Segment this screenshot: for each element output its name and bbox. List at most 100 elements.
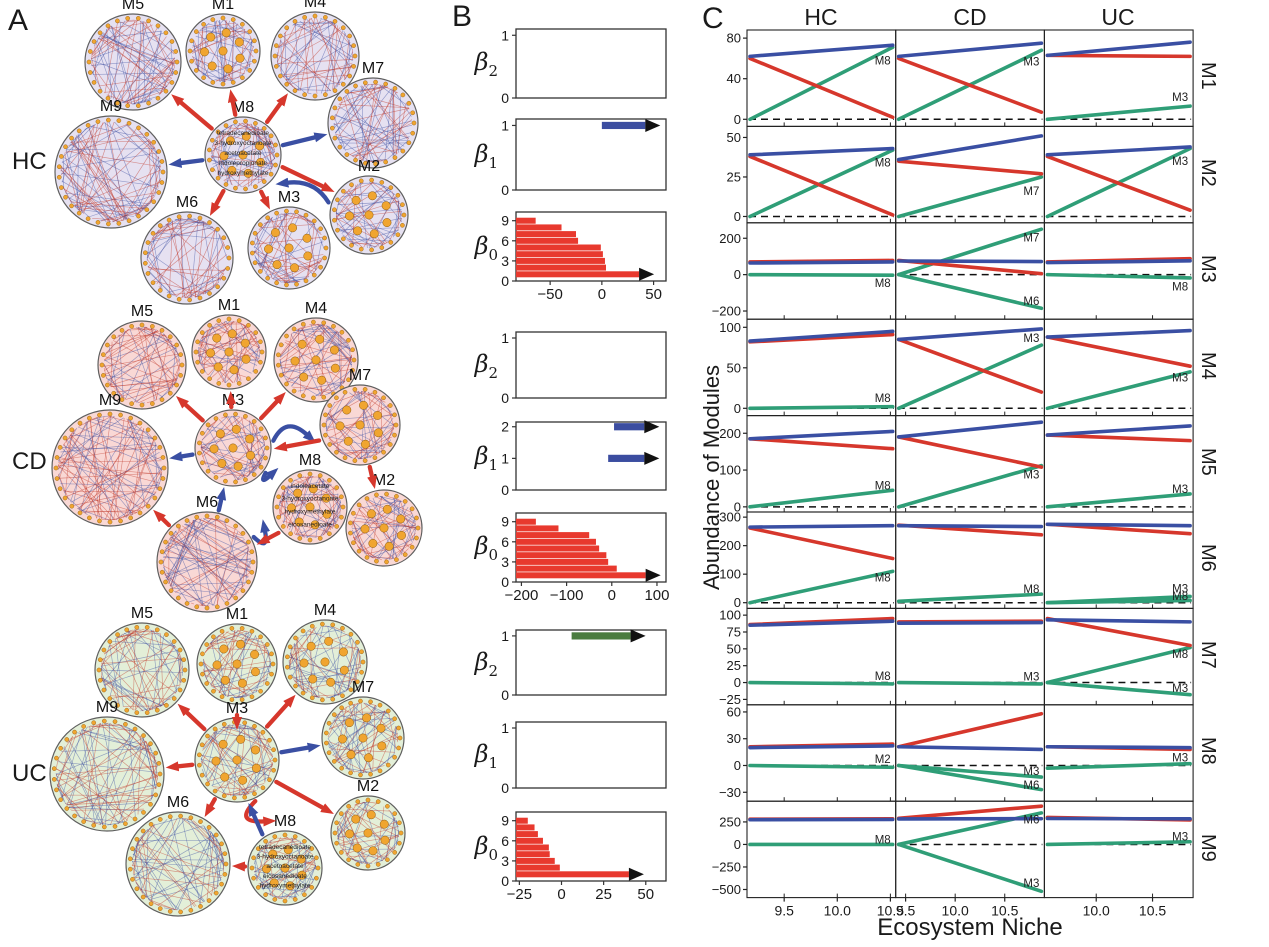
beta1-label-uc: β1 <box>448 740 498 772</box>
svg-text:M8: M8 <box>875 393 891 405</box>
svg-text:25: 25 <box>727 658 741 673</box>
module-CD-M1: M1 <box>191 297 267 390</box>
svg-text:1: 1 <box>501 450 509 466</box>
blue-series <box>1045 424 1192 437</box>
red-series <box>896 435 1044 469</box>
panel-c-abundance-grid: 0 40 80 M8 M3 M3 0 25 50 M8 M7 M3 200 0 −200 M8 M7 M6 M8 10… <box>690 0 1269 947</box>
svg-text:−25: −25 <box>507 886 532 903</box>
arrow-UC-M3-M2 <box>274 779 334 815</box>
svg-text:10.0: 10.0 <box>824 903 851 919</box>
module-UC-M3: M3 <box>194 700 280 803</box>
group-label-uc: UC <box>12 760 47 787</box>
barcode-bar <box>516 257 605 264</box>
svg-text:3-hydroxyoctanoate: 3-hydroxyoctanoate <box>214 140 271 147</box>
svg-text:M5: M5 <box>131 605 153 622</box>
svg-text:0: 0 <box>501 182 509 198</box>
group-label-cd: CD <box>12 448 47 475</box>
svg-text:100: 100 <box>719 320 741 335</box>
green-series-M3 <box>896 842 1044 894</box>
svg-text:M8: M8 <box>875 481 891 493</box>
svg-text:80: 80 <box>727 31 741 46</box>
svg-text:9: 9 <box>501 813 509 829</box>
svg-text:M8: M8 <box>274 813 296 830</box>
barcode-bar <box>516 864 560 871</box>
svg-text:M8: M8 <box>1023 584 1039 596</box>
svg-text:60: 60 <box>727 704 741 719</box>
module-HC-M9: M9 <box>54 98 168 229</box>
svg-text:M6: M6 <box>1023 815 1039 827</box>
module-CD-M4: M4 <box>273 300 359 403</box>
module-UC-M7: M7 <box>321 679 405 780</box>
blue-series <box>748 523 895 529</box>
svg-text:0: 0 <box>734 595 741 610</box>
svg-text:M7: M7 <box>349 367 371 384</box>
svg-text:75: 75 <box>727 624 741 639</box>
svg-text:M7: M7 <box>352 679 374 696</box>
barcode-arrow <box>630 629 646 643</box>
module-UC-M1: M1 <box>196 606 278 705</box>
module-HC-M6: M6 <box>140 194 234 305</box>
green-series-M3 <box>896 463 1044 509</box>
svg-text:0: 0 <box>734 209 741 224</box>
svg-text:M7: M7 <box>362 60 384 77</box>
green-series-M3 <box>1045 370 1192 411</box>
svg-text:−100: −100 <box>550 587 584 604</box>
green-series-M8 <box>748 148 895 219</box>
svg-text:M2: M2 <box>373 472 395 489</box>
barcode-bar <box>516 217 536 224</box>
red-series <box>748 436 895 451</box>
svg-text:M3: M3 <box>1023 333 1039 345</box>
arrow-HC-M8-M2 <box>280 165 335 192</box>
svg-text:M5: M5 <box>131 303 153 320</box>
row-label-m8: M8 <box>1197 737 1219 765</box>
green-series-M3 <box>1045 839 1192 847</box>
svg-text:tetradecanedioate: tetradecanedioate <box>217 130 269 137</box>
barcode-bar <box>516 844 549 851</box>
barcode-bar <box>571 632 631 640</box>
arrow-CD-M3-M5 <box>175 395 205 423</box>
arrow-CD-M6-M8 <box>251 519 271 546</box>
row-label-m5: M5 <box>1197 448 1219 476</box>
svg-text:9: 9 <box>501 213 509 229</box>
row-label-m3: M3 <box>1197 255 1219 283</box>
svg-text:9: 9 <box>501 514 509 530</box>
svg-text:M5: M5 <box>122 0 144 13</box>
arrow-HC-M2-M8 <box>275 177 331 205</box>
barcode-bar <box>614 423 645 431</box>
svg-text:3-hydroxyoctanoate: 3-hydroxyoctanoate <box>256 853 313 860</box>
arrow-HC-M8-M1 <box>227 89 238 117</box>
beta0-label-hc: β0 <box>448 232 498 264</box>
svg-text:M2: M2 <box>875 754 891 766</box>
green-series-M8 <box>748 569 895 605</box>
blue-series <box>748 146 895 157</box>
arrow-HC-M8-M3 <box>259 189 270 210</box>
arrow-HC-M8-M5 <box>171 94 214 131</box>
svg-text:M9: M9 <box>99 392 121 409</box>
svg-text:0: 0 <box>557 886 565 903</box>
svg-text:M1: M1 <box>218 297 240 314</box>
svg-text:0: 0 <box>501 574 509 590</box>
svg-text:10.0: 10.0 <box>1083 903 1110 919</box>
svg-text:M3: M3 <box>1023 671 1039 683</box>
svg-text:M3: M3 <box>1172 156 1188 168</box>
svg-text:M3: M3 <box>278 189 300 206</box>
module-HC-M3: M3 <box>247 189 331 290</box>
green-series-M3 <box>1045 680 1192 697</box>
svg-text:eicosanedioate: eicosanedioate <box>288 522 332 529</box>
svg-text:indolepropionate: indolepropionate <box>219 160 267 167</box>
barcode-bar <box>516 824 535 831</box>
svg-text:M8: M8 <box>875 573 891 585</box>
svg-text:100: 100 <box>719 567 741 582</box>
module-UC-M2: M2 <box>330 778 406 871</box>
beta1-label-hc: β1 <box>448 140 498 172</box>
svg-text:M3: M3 <box>1172 752 1188 764</box>
barcode-arrow <box>645 118 661 132</box>
barcode-bar <box>516 244 601 251</box>
barcode-bar <box>516 525 559 532</box>
module-CD-M7: M7 <box>319 367 401 466</box>
barcode-bar <box>516 271 640 278</box>
barcode-bar <box>516 558 609 565</box>
svg-text:M3: M3 <box>1023 766 1039 778</box>
